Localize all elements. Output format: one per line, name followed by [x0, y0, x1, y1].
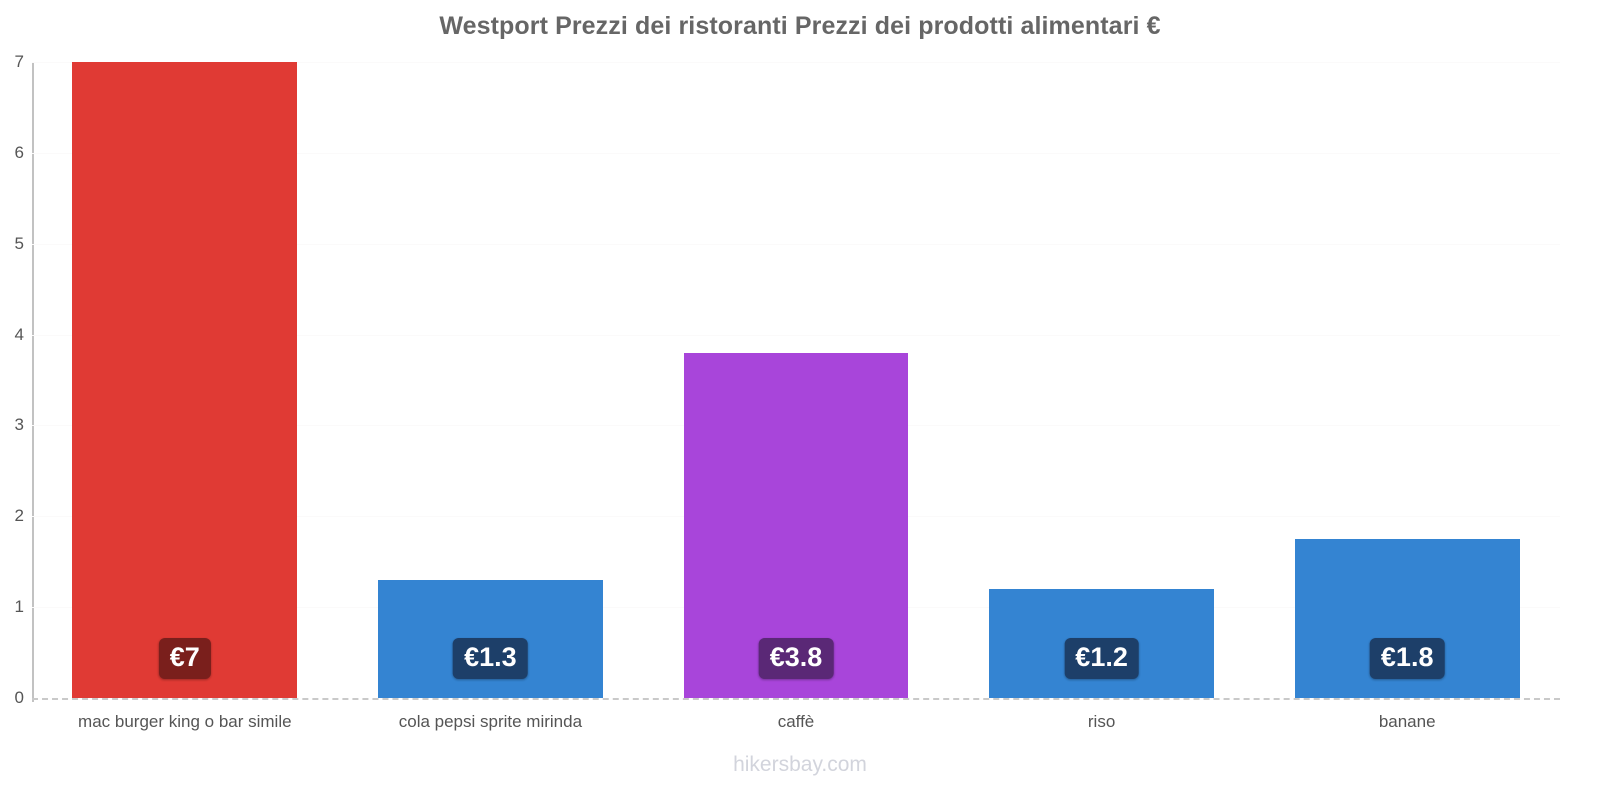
- bar[interactable]: €1.8: [1294, 539, 1520, 698]
- y-axis-spine: [32, 62, 34, 702]
- gridline: [32, 334, 1560, 336]
- bar-value-label: €7: [158, 638, 211, 680]
- bar[interactable]: €1.2: [989, 588, 1214, 698]
- bar[interactable]: €7: [72, 62, 298, 698]
- y-tick-label: 3: [14, 415, 24, 435]
- page-title: Westport Prezzi dei ristoranti Prezzi de…: [439, 12, 1161, 40]
- y-tick-label: 2: [14, 506, 24, 526]
- y-axis-tick-labels: 0 1 2 3 4 5 6 7: [0, 0, 24, 800]
- bar[interactable]: €1.3: [378, 579, 603, 698]
- x-axis-category-labels: mac burger king o bar simile cola pepsi s…: [32, 712, 1560, 742]
- bar-value-label: €3.8: [758, 638, 834, 680]
- plot-area: €7 €1.3 €3.8 €1.2 €1.8: [32, 62, 1560, 700]
- gridline: [32, 243, 1560, 245]
- x-tick-label: banane: [1378, 712, 1436, 731]
- gridline: [32, 152, 1560, 154]
- y-tick-label: 6: [14, 142, 24, 162]
- bar-value-label: €1.3: [453, 638, 528, 680]
- bar[interactable]: €3.8: [683, 352, 909, 698]
- bar-value-label: €1.8: [1369, 638, 1445, 680]
- gridline: [32, 62, 1560, 63]
- axis-baseline: [32, 698, 1560, 700]
- y-tick-label: 4: [14, 324, 24, 344]
- x-tick-label: mac burger king o bar simile: [78, 712, 292, 731]
- y-tick-label: 7: [14, 52, 24, 71]
- y-tick-label: 5: [14, 233, 24, 253]
- x-tick-label: caffè: [777, 712, 815, 731]
- footer-credit: hikersbay.com: [733, 753, 867, 776]
- x-tick-label: riso: [1087, 712, 1116, 731]
- bar-value-label: €1.2: [1064, 638, 1139, 680]
- y-tick-label: 0: [14, 688, 24, 707]
- x-tick-label: cola pepsi sprite mirinda: [398, 712, 583, 731]
- y-tick-label: 1: [14, 597, 24, 617]
